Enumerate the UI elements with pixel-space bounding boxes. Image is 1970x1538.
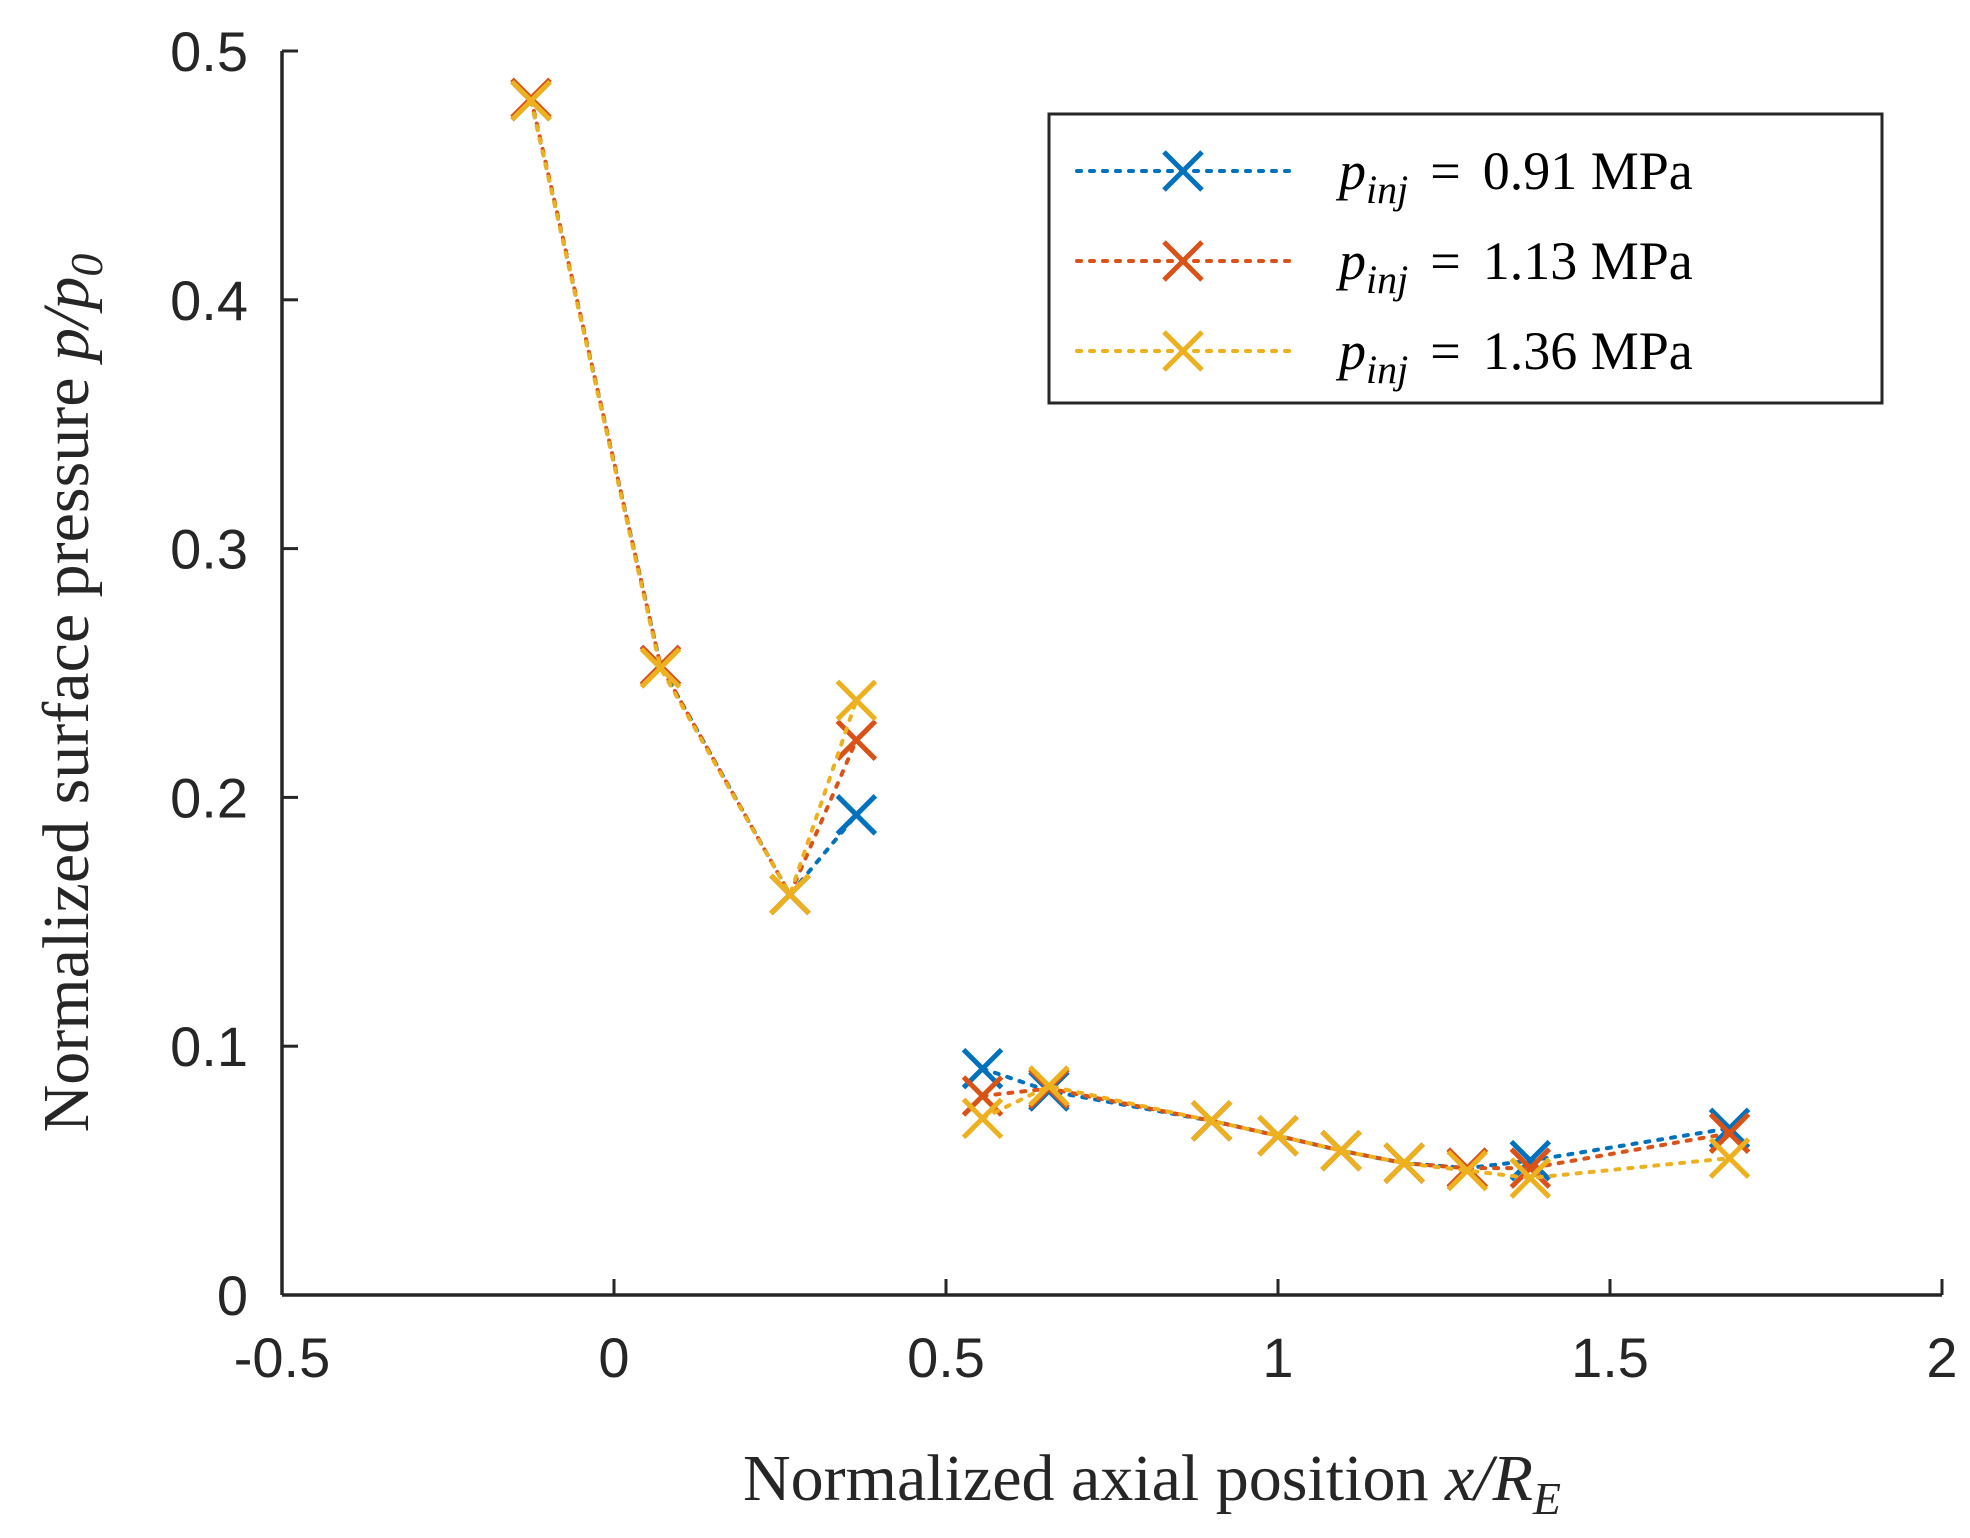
data-point-marker (835, 719, 878, 761)
data-point-marker (1509, 1157, 1552, 1199)
data-point-marker (835, 679, 878, 722)
y-tick-label: 0.2 (170, 766, 248, 829)
x-tick-label: 1 (1262, 1326, 1293, 1389)
axes: -0.5 0 0.5 1 1.5 200.10.20.30.40.5 (170, 20, 1957, 1389)
data-point-marker (1708, 1137, 1751, 1179)
series-line (980, 1083, 1732, 1181)
legend-item: pinj = 1.13 MPa (1075, 231, 1693, 302)
axis-titles: Normalized axial position x/RE Normalized… (30, 254, 1561, 1524)
series-line (529, 98, 859, 898)
data-point-marker (1320, 1129, 1362, 1172)
y-tick-label: 0.5 (170, 20, 248, 83)
data-point-marker (510, 79, 552, 122)
x-tick-label: 2 (1926, 1326, 1957, 1389)
legend-marker (1162, 240, 1204, 282)
y-axis-title: Normalized surface pressure p/p0 (30, 254, 112, 1133)
data-point-marker (1446, 1149, 1489, 1192)
data-point-marker (1257, 1115, 1299, 1157)
series-layer (510, 77, 1751, 1199)
data-point-marker (1509, 1147, 1552, 1189)
y-tick-label: 0.1 (170, 1015, 248, 1078)
legend-label: pinj = 1.13 MPa (1335, 231, 1693, 302)
x-tick-label: 1.5 (1571, 1326, 1649, 1389)
y-tick-label: 0 (217, 1264, 248, 1327)
legend: pinj = 0.91 MPa pinj = 1.13 MPa pinj = 1.36 MPa (1047, 112, 1884, 405)
data-point-marker (835, 794, 878, 836)
x-tick-label: 0 (598, 1326, 629, 1389)
data-point-marker (961, 1097, 1004, 1140)
data-point-marker (1509, 1139, 1552, 1182)
series-line (529, 96, 859, 899)
data-point-marker (1028, 1065, 1070, 1107)
y-tick-label: 0.3 (170, 518, 248, 581)
legend-marker (1162, 150, 1204, 192)
legend-item: pinj = 0.91 MPa (1075, 141, 1693, 212)
legend-label: pinj = 0.91 MPa (1335, 141, 1693, 212)
series-3 (510, 79, 1751, 1199)
data-point-marker (1190, 1100, 1233, 1142)
legend-marker (1162, 330, 1204, 372)
data-point-marker (769, 873, 811, 916)
x-tick-label: 0.5 (907, 1326, 985, 1389)
legend-label: pinj = 1.36 MPa (1335, 321, 1693, 392)
x-axis-title: Normalized axial position x/RE (743, 1442, 1561, 1524)
data-point-marker (1708, 1107, 1751, 1150)
x-tick-label: -0.5 (234, 1326, 331, 1389)
data-point-marker (1383, 1142, 1425, 1184)
series-line (529, 98, 859, 900)
data-point-marker (639, 647, 682, 689)
legend-item: pinj = 1.36 MPa (1075, 321, 1693, 392)
y-tick-label: 0.4 (170, 269, 248, 332)
